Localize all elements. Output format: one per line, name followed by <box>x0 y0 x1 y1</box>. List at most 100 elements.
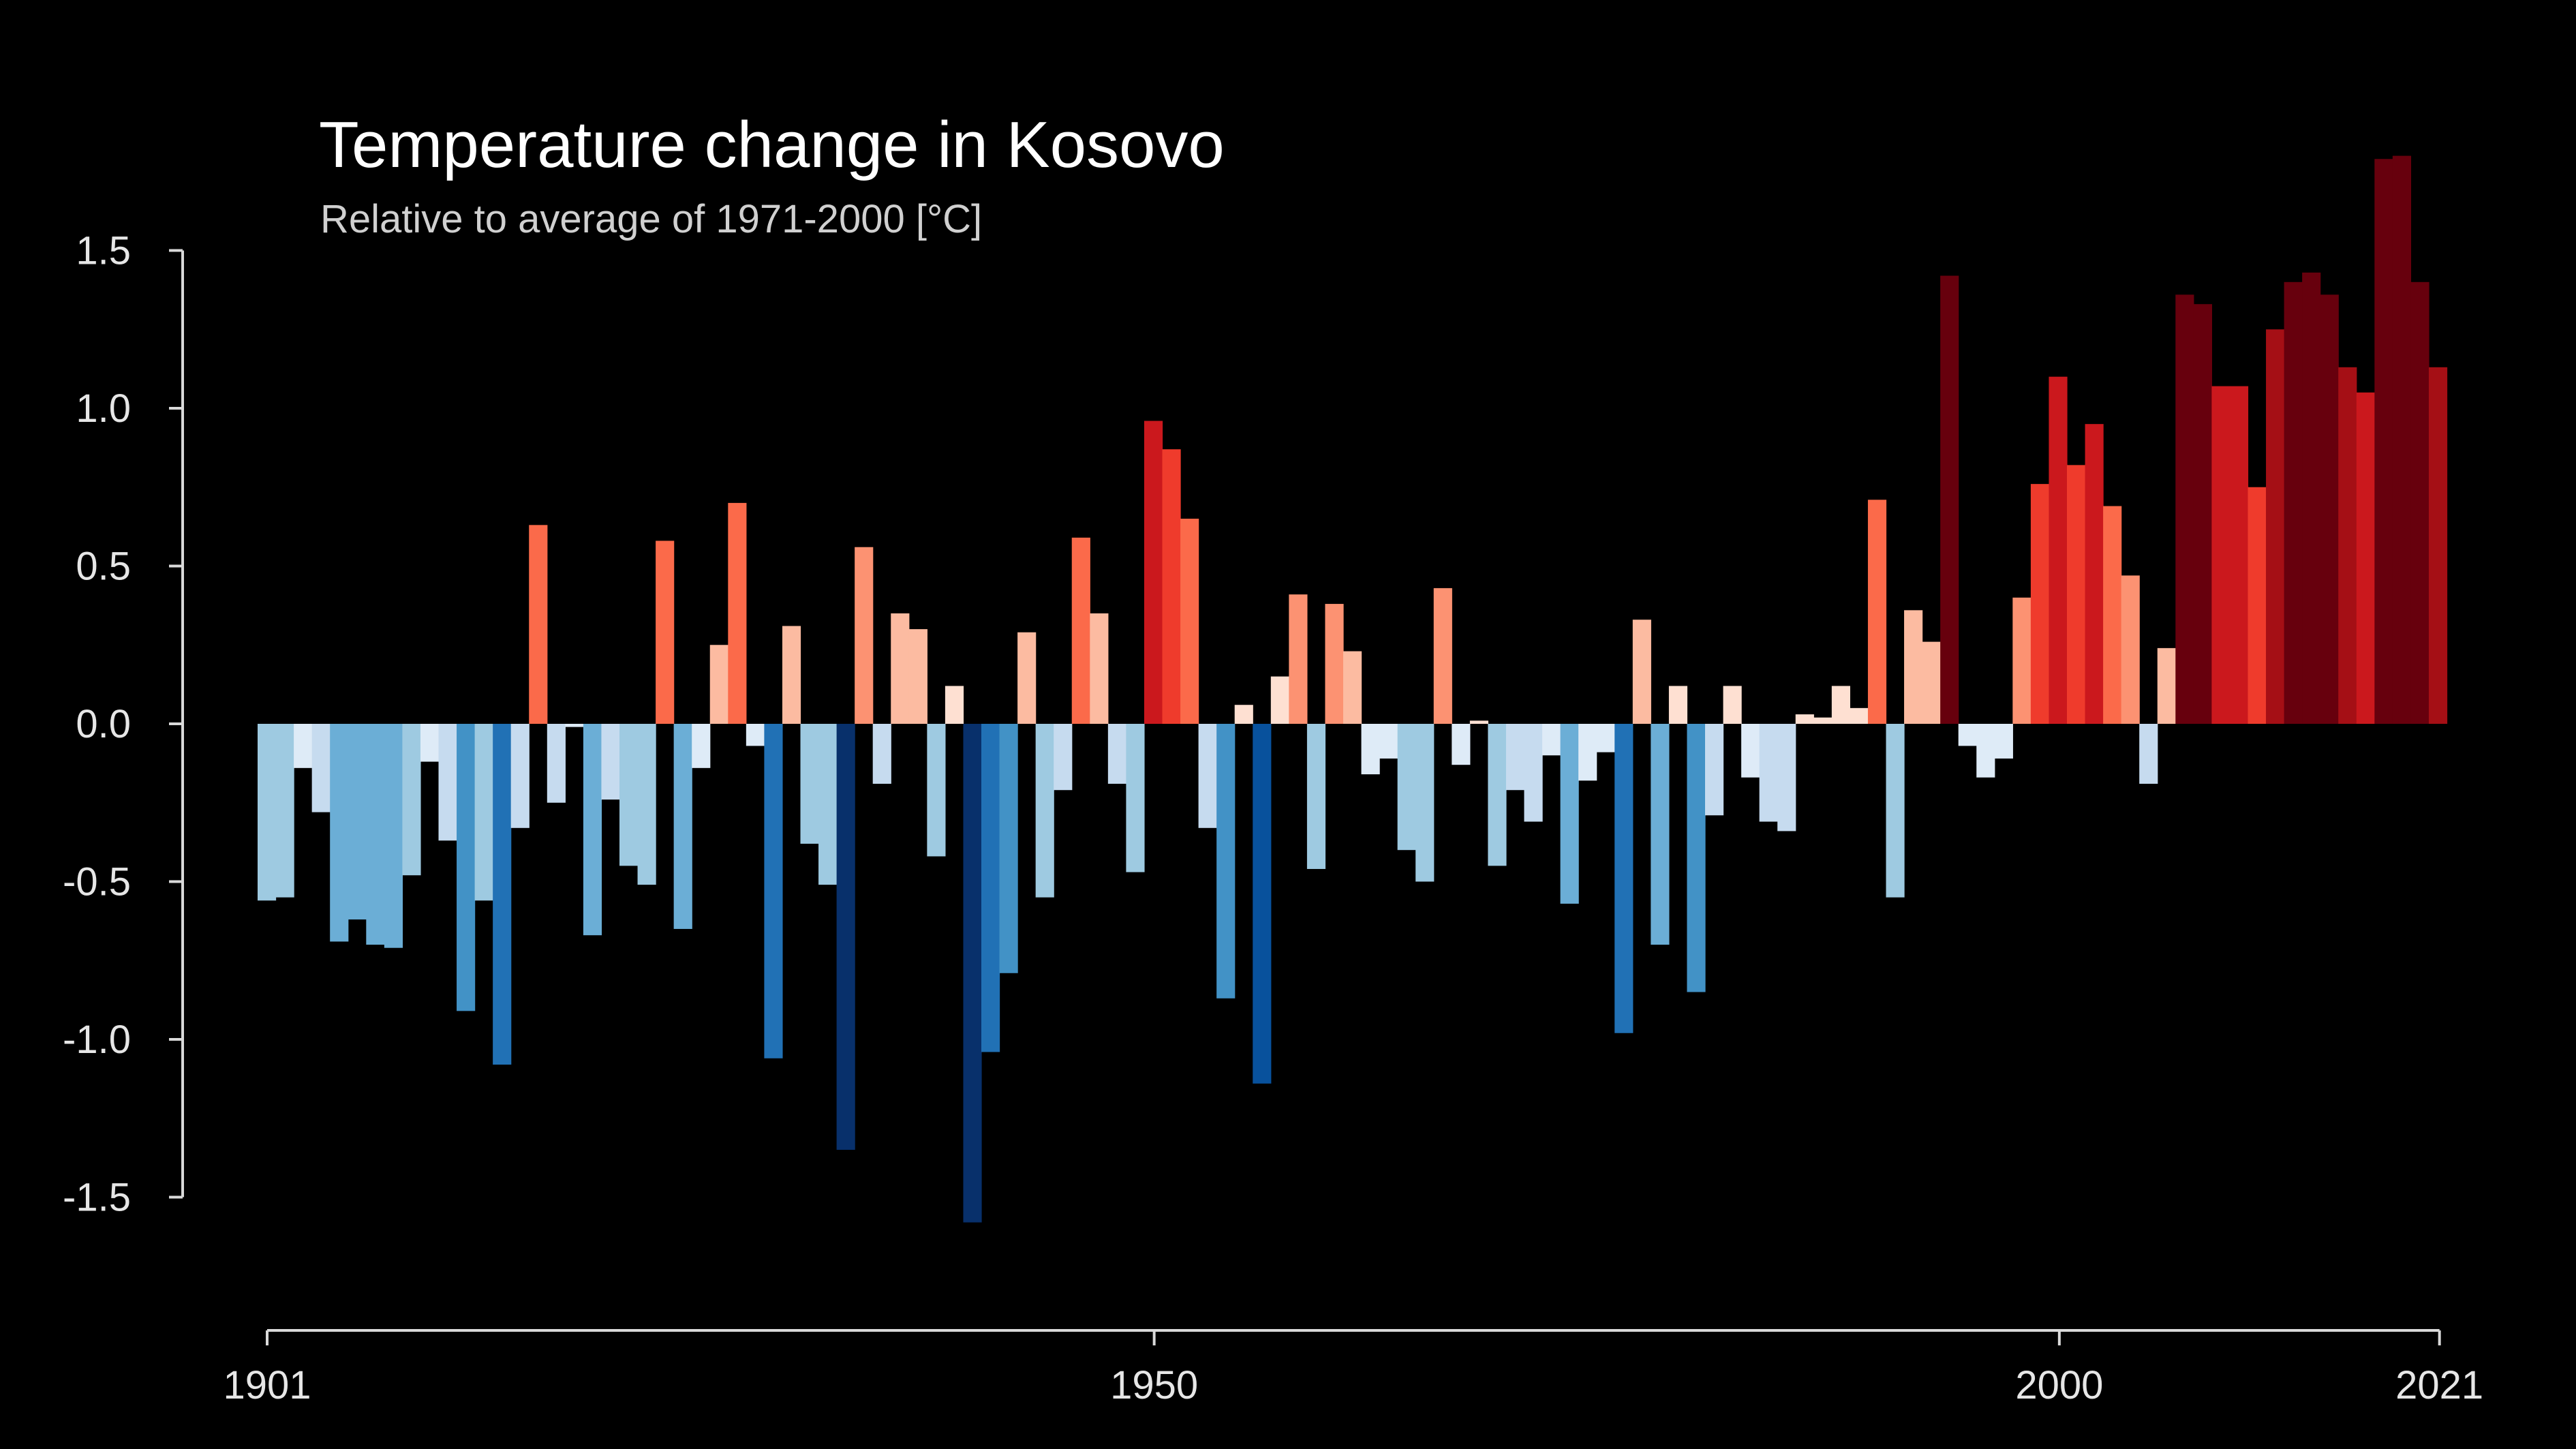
bar-1952 <box>1180 519 1199 724</box>
bar-1994 <box>1940 275 1959 724</box>
bar-1946 <box>1071 537 1090 724</box>
bar-2002 <box>2085 424 2104 724</box>
bar-1913 <box>474 724 493 901</box>
bar-1919 <box>583 724 602 936</box>
bar-1926 <box>709 645 729 724</box>
bar-1996 <box>1976 724 1995 778</box>
bar-1930 <box>782 626 801 724</box>
bar-1953 <box>1198 724 1217 828</box>
bar-1961 <box>1343 651 1362 724</box>
bar-1974 <box>1578 724 1597 781</box>
bar-1918 <box>565 724 584 727</box>
bar-1902 <box>275 724 294 898</box>
bar-1991 <box>1886 724 1905 898</box>
bar-1906 <box>348 724 367 920</box>
y-tick-label: -0.5 <box>63 860 131 904</box>
bar-1943 <box>1017 632 1037 724</box>
bar-1951 <box>1162 449 1181 724</box>
bar-1987 <box>1813 717 1833 724</box>
bar-2016 <box>2338 367 2357 724</box>
bar-1964 <box>1397 724 1416 851</box>
x-tick-label: 2000 <box>2015 1363 2103 1407</box>
bar-1945 <box>1054 724 1073 791</box>
y-tick-label: 1.5 <box>76 229 131 273</box>
bar-1940 <box>963 724 982 1223</box>
bar-1924 <box>673 724 692 929</box>
bar-1933 <box>836 724 855 1150</box>
bar-1985 <box>1777 724 1796 832</box>
bar-1914 <box>493 724 512 1065</box>
bar-2008 <box>2193 304 2212 724</box>
bar-1989 <box>1850 707 1869 724</box>
bar-1938 <box>927 724 946 857</box>
bar-1944 <box>1035 724 1054 898</box>
bar-2009 <box>2211 386 2230 724</box>
bar-1901 <box>258 724 277 901</box>
bar-1937 <box>908 629 927 724</box>
bar-2020 <box>2410 281 2429 724</box>
bar-1995 <box>1958 724 1977 746</box>
bar-2007 <box>2175 294 2194 724</box>
bar-2013 <box>2284 281 2303 724</box>
bar-1958 <box>1289 594 1308 724</box>
bar-1955 <box>1234 705 1253 724</box>
bar-2017 <box>2356 392 2375 724</box>
bar-1927 <box>728 502 747 724</box>
bar-1941 <box>981 724 1000 1052</box>
bar-1903 <box>294 724 313 768</box>
bar-1968 <box>1469 720 1488 724</box>
bar-2001 <box>2067 465 2086 724</box>
y-tick-label: -1.0 <box>63 1018 131 1062</box>
bar-1920 <box>601 724 620 800</box>
bar-1999 <box>2030 484 2050 724</box>
bar-1932 <box>818 724 838 885</box>
bar-1997 <box>1994 724 2013 759</box>
bar-1916 <box>529 525 548 724</box>
bar-1992 <box>1904 610 1923 724</box>
bar-1980 <box>1687 724 1706 992</box>
bar-1977 <box>1632 620 1651 724</box>
y-tick-label: 1.0 <box>76 386 131 431</box>
bar-1957 <box>1270 676 1289 724</box>
bar-1970 <box>1505 724 1525 791</box>
bar-1988 <box>1831 686 1850 724</box>
chart-subtitle: Relative to average of 1971-2000 [°C] <box>320 197 983 241</box>
bar-1915 <box>510 724 530 828</box>
bar-1923 <box>656 540 675 724</box>
bar-1963 <box>1379 724 1398 759</box>
bar-1983 <box>1741 724 1760 778</box>
bar-1979 <box>1668 686 1688 724</box>
x-axis: 1901 1950 2000 2021 <box>223 1329 2483 1407</box>
bar-1929 <box>764 724 783 1058</box>
bar-1986 <box>1795 714 1814 724</box>
bar-1956 <box>1253 724 1272 1084</box>
bar-1981 <box>1705 724 1724 816</box>
bar-1978 <box>1651 724 1670 945</box>
bar-1931 <box>800 724 819 844</box>
x-tick-label: 1950 <box>1110 1363 1198 1407</box>
bar-1910 <box>420 724 440 762</box>
y-tick-label: 0.0 <box>76 702 131 746</box>
bar-1971 <box>1524 724 1543 822</box>
bar-1928 <box>746 724 765 746</box>
bar-1921 <box>619 724 639 866</box>
bar-1948 <box>1107 724 1126 784</box>
bar-1973 <box>1560 724 1579 904</box>
bar-2018 <box>2374 159 2393 724</box>
bar-1925 <box>692 724 711 768</box>
bar-1917 <box>547 724 566 803</box>
bar-1904 <box>311 724 331 812</box>
bar-2003 <box>2103 506 2122 724</box>
y-tick-label: -1.5 <box>63 1176 131 1220</box>
bar-1947 <box>1090 613 1109 724</box>
bar-2021 <box>2429 367 2448 724</box>
x-tick-label: 2021 <box>2395 1363 2483 1407</box>
bar-1962 <box>1361 724 1380 775</box>
bar-1966 <box>1433 588 1452 724</box>
y-tick-label: 0.5 <box>76 545 131 589</box>
bar-1907 <box>366 724 385 945</box>
x-tick-label: 1901 <box>223 1363 311 1407</box>
bar-1998 <box>2012 597 2031 724</box>
chart-title: Temperature change in Kosovo <box>319 108 1225 181</box>
